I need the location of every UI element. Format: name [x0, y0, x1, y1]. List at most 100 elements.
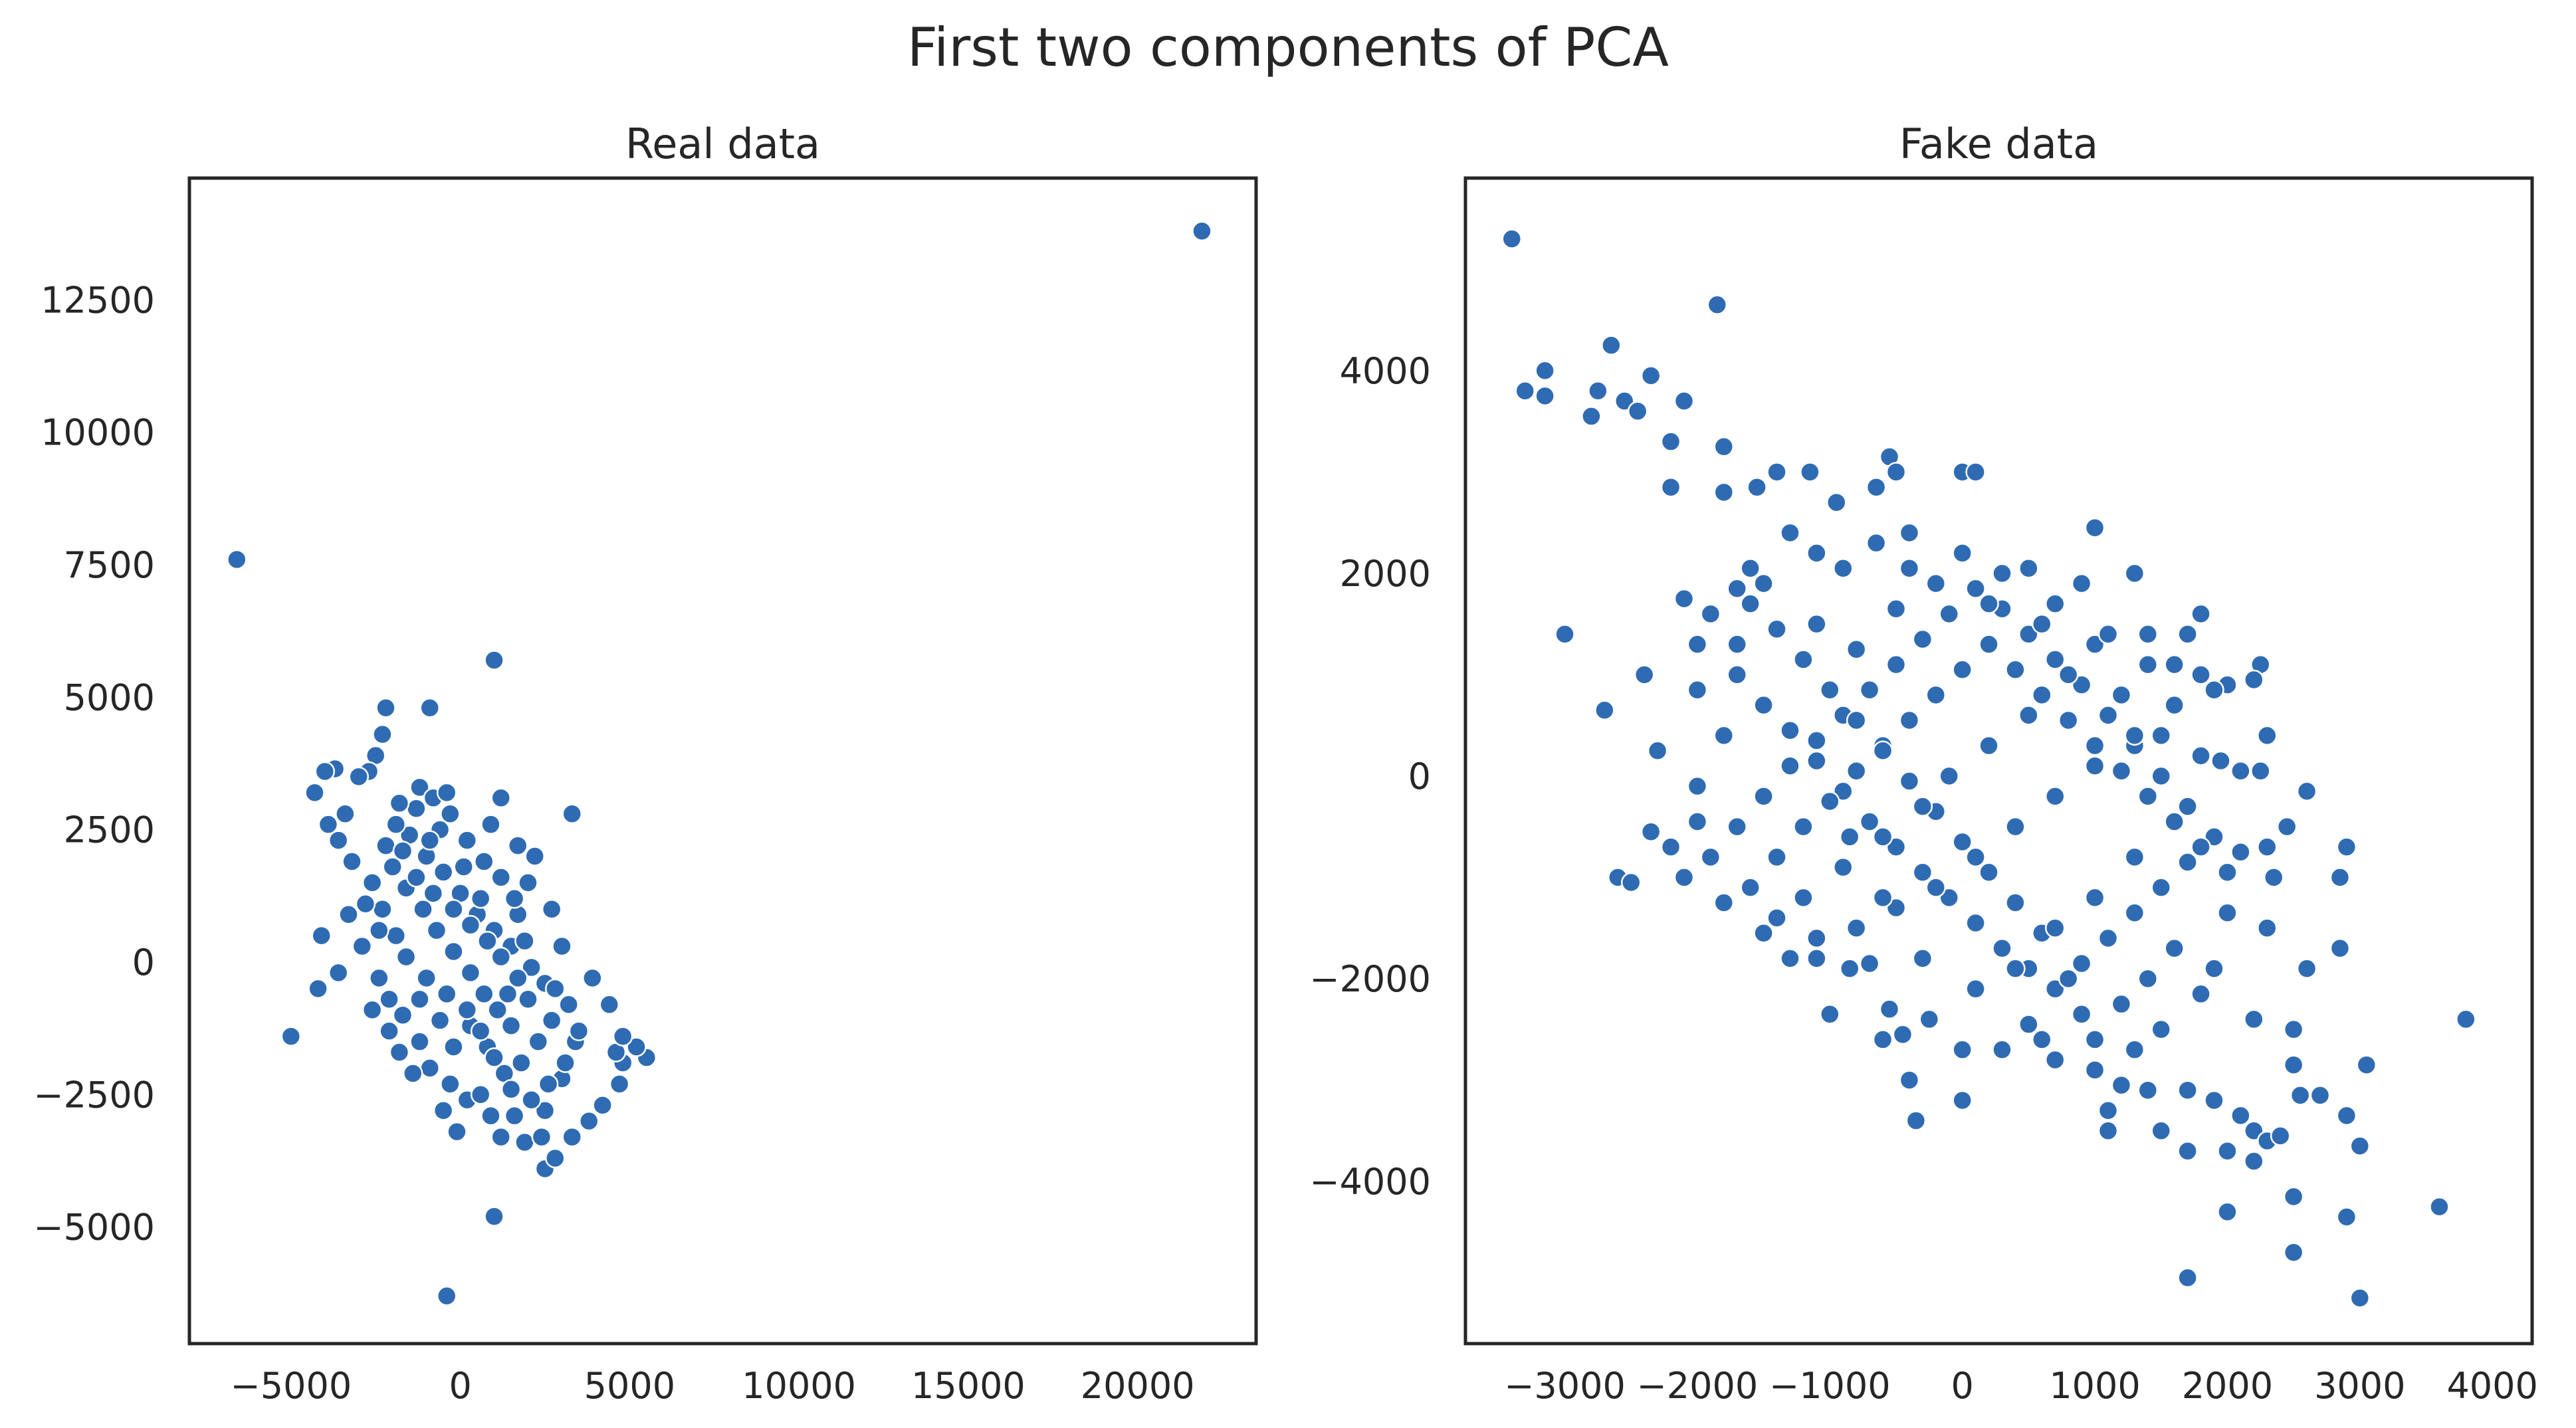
scatter-point — [2217, 862, 2238, 883]
scatter-point — [582, 968, 603, 989]
scatter-point — [1992, 938, 2012, 959]
scatter-point — [308, 978, 328, 999]
scatter-point — [1925, 573, 1947, 594]
scatter-point — [2283, 1186, 2304, 1207]
y-tick-label: 2000 — [1340, 553, 1431, 595]
scatter-point — [2177, 1267, 2198, 1288]
y-tick-label: 7500 — [64, 544, 155, 586]
scatter-point — [1740, 877, 1761, 898]
scatter-point — [504, 888, 525, 909]
y-tick-label: 12500 — [41, 279, 155, 321]
scatter-point — [1826, 492, 1847, 513]
x-tick-label: 0 — [1951, 1365, 1973, 1407]
scatter-point — [568, 1021, 590, 1041]
scatter-point — [2071, 953, 2092, 974]
scatter-point — [1687, 811, 1708, 832]
scatter-point — [2137, 624, 2159, 645]
scatter-point — [2097, 928, 2119, 949]
scatter-point — [2097, 1100, 2119, 1121]
y-tick-label: 10000 — [41, 412, 155, 454]
scatter-point — [541, 898, 562, 920]
scatter-point — [490, 946, 512, 968]
scatter-point — [362, 999, 383, 1020]
scatter-point — [555, 1053, 576, 1073]
scatter-point — [2005, 816, 2026, 837]
scatter-point — [1673, 867, 1695, 888]
x-tick-label: 15000 — [911, 1365, 1025, 1407]
scatter-point — [1767, 462, 1787, 482]
y-tick-label: −2500 — [33, 1074, 155, 1116]
scatter-point — [433, 862, 454, 882]
scatter-point — [1859, 679, 1880, 700]
scatter-point — [474, 983, 494, 1005]
scatter-point — [518, 989, 538, 1010]
scatter-point — [2336, 1105, 2357, 1126]
subplot-title: Real data — [625, 120, 820, 168]
scatter-point — [518, 872, 538, 893]
y-tick-label: 5000 — [64, 676, 155, 718]
scatter-point — [1727, 816, 1747, 837]
scatter-point — [1727, 578, 1747, 599]
scatter-point — [2124, 847, 2145, 868]
scatter-point — [2191, 746, 2211, 766]
scatter-point — [409, 989, 430, 1010]
scatter-point — [443, 941, 464, 962]
scatter-point — [328, 962, 349, 983]
scatter-point — [1899, 1070, 1920, 1090]
scatter-point — [2044, 649, 2066, 670]
scatter-point — [592, 1094, 613, 1116]
scatter-point — [490, 1126, 512, 1148]
scatter-point — [460, 962, 481, 983]
scatter-point — [2005, 659, 2026, 680]
scatter-point — [1793, 649, 1814, 670]
scatter-point — [1713, 725, 1735, 746]
scatter-point — [1899, 771, 1920, 791]
scatter-point — [1912, 948, 1933, 969]
scatter-point — [1872, 887, 1893, 908]
scatter-point — [2336, 837, 2357, 857]
scatter-point — [2044, 918, 2066, 938]
scatter-point — [352, 936, 373, 957]
scatter-point — [1707, 294, 1728, 315]
y-tick-label: −4000 — [1309, 1161, 1431, 1203]
scatter-point — [1740, 558, 1761, 579]
scatter-point — [1952, 659, 1973, 680]
scatter-point — [1839, 958, 1860, 979]
scatter-point — [1535, 385, 1555, 407]
scatter-point — [1925, 684, 1947, 706]
scatter-point — [423, 883, 444, 904]
scatter-point — [2177, 852, 2198, 872]
scatter-point — [372, 724, 393, 745]
scatter-point — [436, 1285, 457, 1306]
scatter-point — [2164, 938, 2185, 959]
scatter-point — [2204, 679, 2224, 700]
scatter-point — [2044, 786, 2066, 807]
scatter-point — [626, 1037, 647, 1057]
scatter-point — [1687, 775, 1708, 797]
scatter-point — [2071, 1004, 2092, 1025]
scatter-point — [1594, 700, 1615, 720]
scatter-point — [2071, 674, 2092, 695]
scatter-point — [1885, 462, 1907, 482]
x-tick-label: 5000 — [584, 1365, 675, 1407]
scatter-point — [599, 994, 620, 1015]
scatter-point — [1806, 928, 1827, 949]
scatter-point — [2032, 684, 2052, 706]
x-tick-label: 3000 — [2314, 1365, 2405, 1407]
scatter-point — [1952, 543, 1973, 563]
scatter-point — [1713, 436, 1735, 457]
scatter-point — [379, 1021, 399, 1041]
scatter-point — [552, 936, 572, 957]
scatter-point — [362, 872, 383, 893]
scatter-point — [2204, 827, 2224, 847]
scatter-point — [521, 957, 542, 978]
scatter-point — [1700, 603, 1721, 625]
scatter-point — [1501, 229, 1523, 249]
scatter-point — [2329, 938, 2351, 959]
scatter-point — [1647, 740, 1668, 761]
x-tick-label: −1000 — [1769, 1365, 1891, 1407]
scatter-point — [1727, 634, 1747, 655]
scatter-points — [227, 221, 1212, 1306]
scatter-point — [500, 1079, 522, 1100]
figure-title: First two components of PCA — [907, 17, 1669, 78]
